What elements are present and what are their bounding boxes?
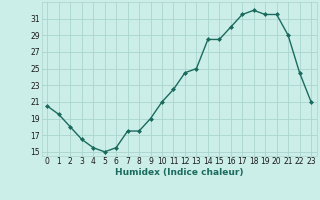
X-axis label: Humidex (Indice chaleur): Humidex (Indice chaleur) [115,168,244,177]
